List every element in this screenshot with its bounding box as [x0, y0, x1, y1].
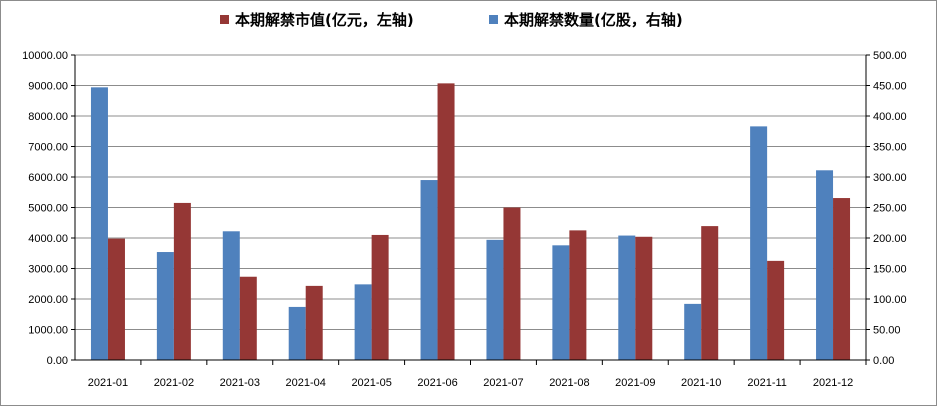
left-tick-label: 5000.00	[28, 203, 68, 215]
left-tick-label: 0.00	[47, 355, 68, 367]
right-tick-label: 450.00	[873, 81, 907, 93]
x-tick-label: 2021-11	[747, 377, 787, 389]
bar-market-value	[569, 230, 587, 360]
right-tick-label: 250.00	[873, 203, 907, 215]
legend-swatch-market-value	[220, 15, 229, 24]
left-tick-label: 3000.00	[28, 264, 68, 276]
bar-market-value	[437, 83, 455, 361]
right-axis-ticks: 0.00 50.00 100.00 150.00 200.00 250.00 300.00 3…	[866, 50, 907, 367]
legend-swatch-share-count	[489, 15, 498, 24]
bar-share-count	[420, 180, 438, 360]
bar-market-value	[305, 285, 323, 360]
bar-market-value	[173, 202, 191, 360]
x-tick-label: 2021-01	[88, 377, 128, 389]
left-tick-label: 2000.00	[28, 294, 68, 306]
left-tick-label: 9000.00	[28, 81, 68, 93]
bar-market-value	[503, 207, 521, 360]
bar-market-value	[635, 236, 653, 360]
left-tick-label: 6000.00	[28, 172, 68, 184]
x-tick-label: 2021-12	[813, 377, 853, 389]
right-tick-label: 100.00	[873, 294, 907, 306]
bar-share-count	[816, 170, 834, 360]
gridlines	[75, 54, 866, 330]
bar-share-count	[288, 306, 306, 360]
right-tick-label: 350.00	[873, 142, 907, 154]
x-tick-label: 2021-10	[681, 377, 721, 389]
right-tick-label: 200.00	[873, 233, 907, 245]
bar-share-count	[618, 235, 636, 360]
bar-share-count	[90, 87, 108, 360]
x-tick-label: 2021-03	[220, 377, 260, 389]
bar-share-count	[222, 231, 240, 360]
bar-share-count	[354, 284, 372, 360]
x-tick-label: 2021-09	[615, 377, 655, 389]
left-tick-label: 1000.00	[28, 325, 68, 337]
x-tick-label: 2021-05	[351, 377, 391, 389]
x-tick-label: 2021-06	[417, 377, 457, 389]
x-axis-ticks: 2021-01 2021-02 2021-03 2021-04 2021-05 2021-…	[88, 360, 867, 389]
right-tick-label: 300.00	[873, 172, 907, 184]
x-tick-label: 2021-04	[286, 377, 326, 389]
left-tick-label: 10000.00	[22, 50, 68, 62]
x-tick-label: 2021-08	[549, 377, 589, 389]
x-tick-label: 2021-02	[154, 377, 194, 389]
bar-market-value	[107, 238, 125, 360]
right-tick-label: 500.00	[873, 50, 907, 62]
bar-market-value	[833, 198, 851, 360]
bar-market-value	[701, 226, 719, 360]
bars	[90, 83, 851, 361]
bar-market-value	[767, 260, 785, 360]
legend-label-share-count: 本期解禁数量(亿股，右轴)	[504, 11, 683, 29]
right-tick-label: 150.00	[873, 264, 907, 276]
x-tick-label: 2021-07	[483, 377, 523, 389]
bar-share-count	[156, 252, 174, 360]
left-tick-label: 7000.00	[28, 142, 68, 154]
bar-share-count	[750, 126, 768, 361]
bar-share-count	[486, 239, 504, 360]
bar-share-count	[684, 303, 702, 360]
left-tick-label: 8000.00	[28, 111, 68, 123]
left-tick-label: 4000.00	[28, 233, 68, 245]
legend: 本期解禁市值(亿元，左轴) 本期解禁数量(亿股，右轴)	[220, 11, 683, 29]
bar-market-value	[371, 234, 389, 360]
bar-market-value	[239, 276, 257, 360]
right-tick-label: 400.00	[873, 111, 907, 123]
right-tick-label: 0.00	[873, 355, 894, 367]
right-tick-label: 50.00	[873, 325, 901, 337]
left-axis-ticks: 0.00 1000.00 2000.00 3000.00 4000.00 5000.00 6…	[22, 50, 75, 367]
bar-share-count	[552, 245, 570, 360]
legend-label-market-value: 本期解禁市值(亿元，左轴)	[235, 11, 414, 29]
